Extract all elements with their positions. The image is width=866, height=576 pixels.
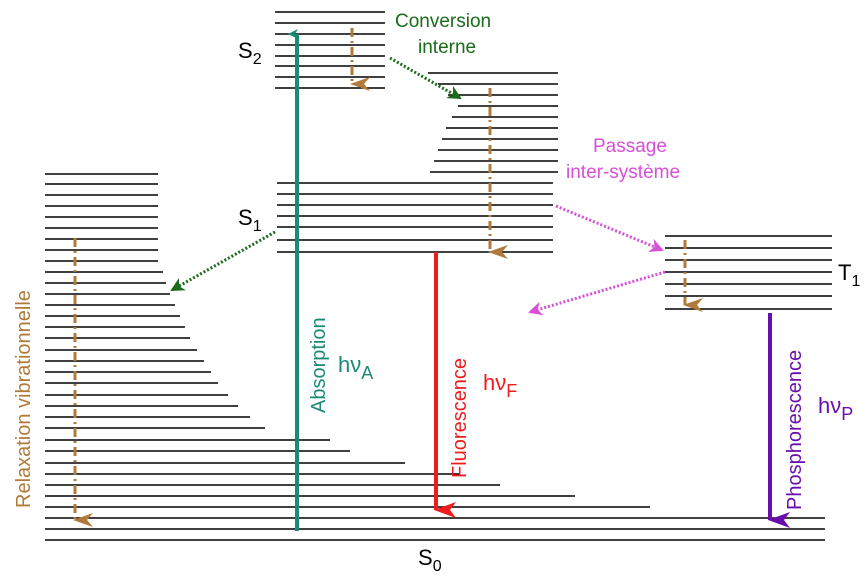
- intersystem-crossing-arrow-t1-s0: [528, 270, 666, 316]
- intersystem-crossing-label: Passage inter-système: [566, 136, 680, 183]
- fluorescence-photon-label: hνF: [483, 370, 517, 401]
- s2-levels: [275, 11, 385, 89]
- phosphorescence-photon-label: hνP: [818, 393, 853, 424]
- s1-label: S1: [238, 205, 262, 235]
- t1-label: T1: [838, 260, 860, 290]
- s2-label: S2: [238, 38, 262, 68]
- t1-levels: [665, 235, 832, 310]
- intersystem-crossing-arrow-s1-t1: [555, 204, 664, 252]
- fluorescence-label: Fluorescence: [449, 358, 471, 478]
- phosphorescence-label: Phosphorescence: [784, 350, 806, 510]
- s0-label: S0: [418, 545, 442, 575]
- absorption-photon-label: hνA: [338, 352, 373, 383]
- vibrational-relaxation-label: Relaxation vibrationnelle: [13, 290, 35, 508]
- internal-conversion-label: Conversion interne: [395, 11, 496, 58]
- internal-conversion-arrow-s2-s1: [389, 56, 462, 100]
- absorption-label: Absorption: [308, 317, 330, 413]
- s1-levels: [277, 72, 558, 253]
- s0-levels: [45, 173, 825, 541]
- internal-conversion-arrow-s1-s0: [170, 230, 276, 292]
